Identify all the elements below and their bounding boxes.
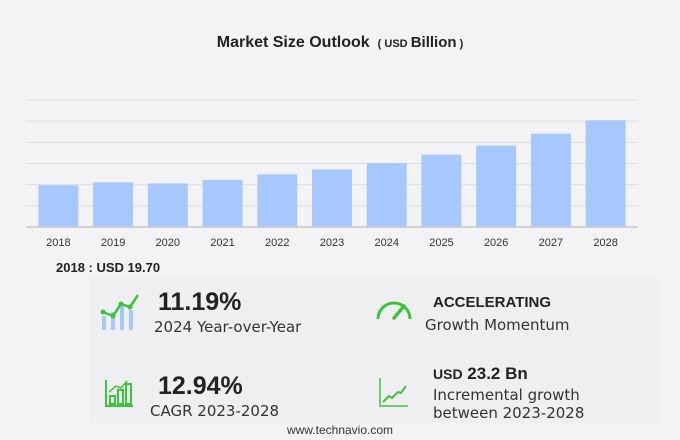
bar-2025 (421, 154, 462, 227)
chart-title: Market Size Outlook ( USD Billion ) (0, 34, 680, 52)
cagr-label: CAGR 2023-2028 (150, 402, 280, 420)
x-tick-label: 2020 (156, 237, 180, 249)
incremental-amount: 23.2 Bn (467, 364, 528, 383)
base-value: 2018 : USD 19.70 (56, 260, 161, 275)
x-tick-label: 2022 (265, 237, 289, 249)
bar-2018 (38, 185, 79, 227)
x-tick-label: 2026 (484, 237, 508, 249)
x-tick-label: 2023 (320, 237, 344, 249)
growth-line-icon (379, 378, 408, 407)
bar-2022 (257, 174, 298, 227)
x-tick-label: 2019 (101, 237, 125, 249)
yoy-chart-icon (100, 294, 140, 330)
yoy-value: 11.19% (158, 288, 242, 316)
bar-2028 (585, 120, 626, 227)
bar-2027 (530, 133, 571, 227)
x-tick-label: 2018 (46, 237, 70, 249)
bar-2023 (312, 169, 352, 227)
x-tick-label: 2028 (593, 237, 617, 249)
cagr-value: 12.94% (158, 372, 243, 400)
bar-2026 (476, 145, 517, 227)
unit-label: ( USD Billion ) (377, 34, 464, 51)
unit-prefix: USD (384, 38, 408, 50)
bar-2019 (93, 182, 134, 227)
speedometer-icon (376, 301, 412, 320)
incremental-value: USD 23.2 Bn (433, 364, 528, 384)
footer-url: www.technavio.com (286, 423, 394, 437)
unit-text: Billion (410, 34, 457, 51)
momentum-value: ACCELERATING (433, 294, 552, 311)
x-tick-label: 2024 (374, 237, 398, 249)
bar-chart: 2018 2019 2020 2021 2022 2023 2024 2025 2026 2027… (26, 99, 638, 249)
incremental-label-1: Incremental growth (433, 386, 580, 404)
x-tick-label: 2027 (539, 237, 563, 249)
x-tick-label: 2021 (210, 237, 234, 249)
bar-2024 (366, 163, 407, 227)
incremental-prefix: USD (433, 366, 463, 382)
incremental-label-2: between 2023-2028 (433, 404, 585, 422)
yoy-label: 2024 Year-over-Year (154, 318, 302, 336)
bar-2021 (202, 179, 243, 227)
title-text: Market Size Outlook (216, 34, 370, 51)
cagr-bars-icon (105, 380, 133, 407)
x-tick-label: 2025 (429, 237, 453, 249)
kpi-panel (90, 278, 660, 423)
momentum-label: Growth Momentum (425, 316, 570, 334)
bar-2020 (147, 183, 188, 227)
